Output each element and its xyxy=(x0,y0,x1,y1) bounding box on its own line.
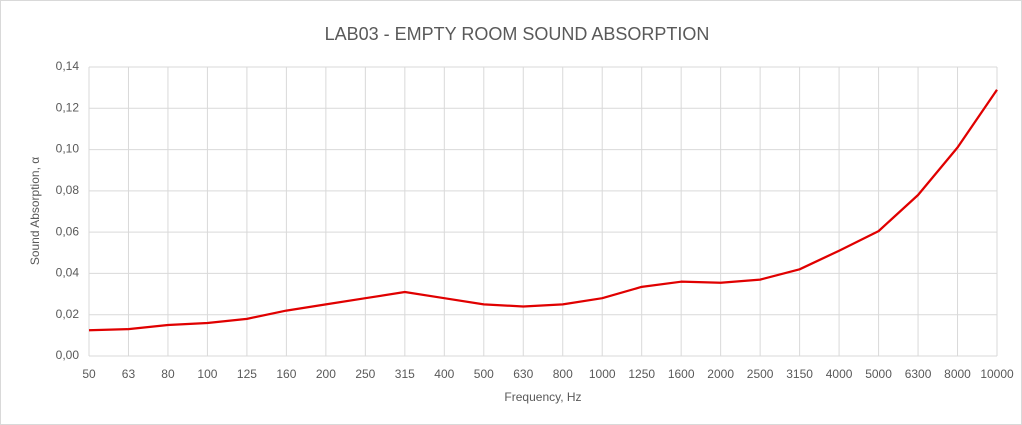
x-tick-label: 160 xyxy=(276,367,296,381)
x-tick-label: 1250 xyxy=(628,367,655,381)
y-tick-label: 0,02 xyxy=(56,307,80,321)
x-tick-label: 800 xyxy=(553,367,573,381)
x-tick-label: 3150 xyxy=(786,367,813,381)
chart-title: LAB03 - EMPTY ROOM SOUND ABSORPTION xyxy=(325,24,710,44)
x-tick-label: 80 xyxy=(161,367,175,381)
x-tick-label: 1000 xyxy=(589,367,616,381)
x-axis-label: Frequency, Hz xyxy=(504,390,581,404)
x-tick-label: 100 xyxy=(197,367,217,381)
y-tick-label: 0,12 xyxy=(56,100,80,114)
y-tick-label: 0,14 xyxy=(56,59,80,73)
x-tick-label: 1600 xyxy=(668,367,695,381)
x-tick-label: 6300 xyxy=(905,367,932,381)
y-tick-label: 0,10 xyxy=(56,142,80,156)
y-axis-label: Sound Absorption, α xyxy=(28,157,42,265)
x-tick-label: 315 xyxy=(395,367,415,381)
y-tick-label: 0,08 xyxy=(56,183,80,197)
data-line xyxy=(88,89,998,332)
x-tick-label: 5000 xyxy=(865,367,892,381)
x-tick-label: 2000 xyxy=(707,367,734,381)
x-tick-label: 500 xyxy=(474,367,494,381)
x-tick-label: 50 xyxy=(82,367,96,381)
x-tick-label: 125 xyxy=(237,367,257,381)
y-tick-label: 0,06 xyxy=(56,224,80,238)
x-tick-label: 250 xyxy=(355,367,375,381)
y-tick-label: 0,00 xyxy=(56,348,80,362)
x-tick-label: 4000 xyxy=(826,367,853,381)
x-tick-label: 630 xyxy=(513,367,533,381)
x-tick-label: 10000 xyxy=(980,367,1014,381)
x-tick-label: 8000 xyxy=(944,367,971,381)
y-tick-label: 0,04 xyxy=(56,266,80,280)
x-tick-label: 200 xyxy=(316,367,336,381)
x-tick-label: 400 xyxy=(434,367,454,381)
x-tick-label: 2500 xyxy=(747,367,774,381)
x-tick-label: 63 xyxy=(122,367,136,381)
